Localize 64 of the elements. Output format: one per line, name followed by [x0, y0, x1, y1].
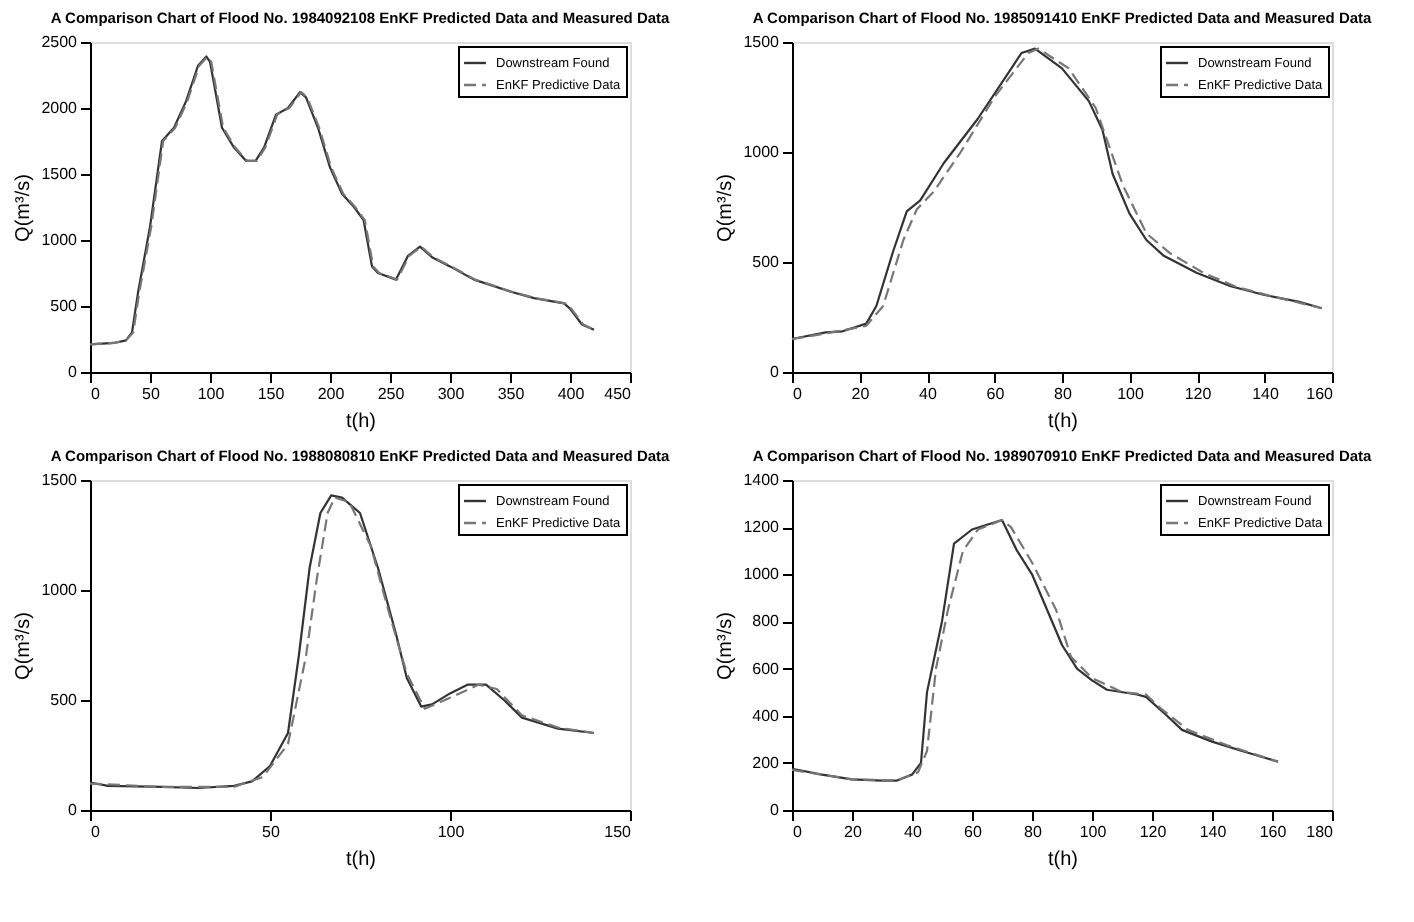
x-tick-label: 20 — [844, 823, 863, 841]
y-tick-label: 1500 — [743, 33, 781, 51]
y-tick-label: 1500 — [41, 471, 79, 489]
x-tick-label: 250 — [377, 385, 406, 403]
y-tick-label: 1400 — [743, 471, 781, 489]
x-tick-label: 100 — [437, 823, 466, 841]
x-axis-title: t(h) — [1048, 849, 1078, 871]
x-tick-label: 100 — [1079, 823, 1108, 841]
x-tick-label: 180 — [1306, 823, 1335, 841]
y-tick-label: 400 — [752, 706, 781, 725]
x-axis-title: t(h) — [1048, 411, 1078, 433]
y-tick-label: 500 — [50, 691, 79, 709]
x-tick-label: 0 — [91, 823, 101, 841]
x-tick-label: 160 — [1259, 823, 1288, 841]
x-tick-label: 150 — [604, 823, 633, 841]
y-tick-label: 1000 — [743, 565, 781, 584]
y-tick-label: 1000 — [41, 581, 79, 599]
y-axis-title: Q(m³/s) — [715, 174, 738, 242]
x-tick-label: 20 — [851, 385, 871, 403]
y-tick-label: 0 — [68, 801, 79, 819]
x-tick-label: 50 — [262, 823, 281, 841]
y-tick-label: 200 — [752, 753, 781, 772]
x-tick-label: 60 — [964, 823, 983, 841]
y-tick-label: 2500 — [41, 33, 79, 51]
x-tick-label: 0 — [91, 385, 101, 403]
x-tick-label: 100 — [197, 385, 226, 403]
line-series — [790, 47, 1323, 341]
y-tick-label: 2000 — [41, 99, 79, 117]
y-tick-label: 0 — [770, 363, 781, 381]
x-tick-label: 40 — [904, 823, 923, 841]
y-tick-label: 500 — [752, 253, 781, 271]
x-tick-label: 0 — [793, 823, 803, 841]
y-tick-label: 800 — [752, 612, 781, 631]
x-tick-label: 200 — [317, 385, 346, 403]
x-tick-label: 120 — [1184, 385, 1213, 403]
x-tick-label: 150 — [257, 385, 286, 403]
y-tick-label: 1000 — [743, 143, 781, 161]
y-tick-label: 0 — [68, 363, 79, 381]
y-tick-label: 1500 — [41, 165, 79, 183]
y-tick-label: 1000 — [41, 231, 79, 249]
x-axis-title: t(h) — [346, 849, 376, 871]
x-tick-label: 100 — [1117, 385, 1145, 403]
x-tick-label: 0 — [793, 385, 803, 403]
x-tick-label: 350 — [497, 385, 526, 403]
y-tick-label: 1200 — [743, 518, 781, 537]
x-tick-label: 140 — [1252, 385, 1280, 403]
y-tick-label: 600 — [752, 659, 781, 678]
x-tick-label: 40 — [919, 385, 938, 403]
x-tick-label: 80 — [1054, 385, 1073, 403]
y-tick-label: 500 — [50, 297, 79, 315]
x-tick-label: 160 — [1306, 385, 1335, 403]
y-axis-title: Q(m³/s) — [13, 174, 36, 242]
x-tick-label: 120 — [1139, 823, 1168, 841]
x-axis-title: t(h) — [346, 411, 376, 433]
y-tick-label: 0 — [770, 801, 781, 819]
x-tick-label: 140 — [1199, 823, 1228, 841]
x-tick-label: 50 — [142, 385, 161, 403]
x-tick-label: 60 — [986, 385, 1006, 403]
x-tick-label: 80 — [1024, 823, 1043, 841]
x-tick-label: 400 — [557, 385, 586, 403]
x-tick-label: 450 — [604, 385, 633, 403]
x-tick-label: 300 — [437, 385, 466, 403]
y-axis-title: Q(m³/s) — [715, 612, 738, 680]
y-axis-title: Q(m³/s) — [13, 612, 36, 680]
